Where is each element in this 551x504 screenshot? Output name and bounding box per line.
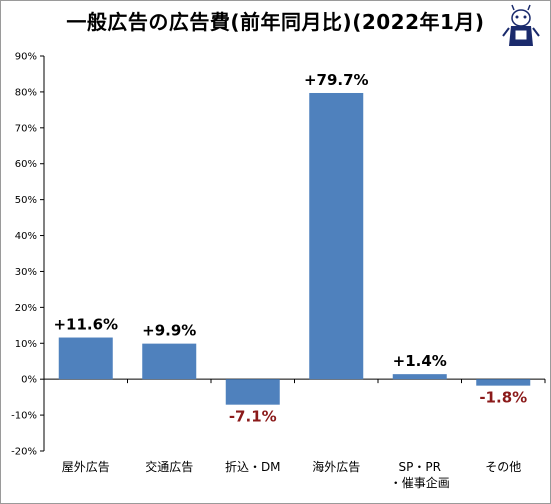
bar xyxy=(58,337,113,380)
x-category-label: 折込・DM xyxy=(225,459,281,474)
y-tick-label: 60% xyxy=(15,159,37,170)
data-label: +11.6% xyxy=(53,316,118,334)
y-tick-label: 70% xyxy=(15,123,37,134)
y-tick-label: 90% xyxy=(15,52,37,63)
data-label: +1.4% xyxy=(393,352,447,370)
y-tick-label: 0% xyxy=(21,375,37,386)
x-category-label: ・催事企画 xyxy=(390,475,450,490)
data-label: +9.9% xyxy=(142,322,196,340)
y-tick-label: -10% xyxy=(11,411,37,422)
bar xyxy=(225,379,280,405)
x-category-label: その他 xyxy=(485,460,521,474)
x-category-label: 海外広告 xyxy=(312,459,360,474)
x-category-label: 屋外広告 xyxy=(62,460,110,474)
y-tick-label: 30% xyxy=(15,267,37,278)
y-tick-label: 10% xyxy=(15,339,37,350)
y-tick-label: 40% xyxy=(15,231,37,242)
mascot-icon xyxy=(502,4,540,46)
y-tick-label: -20% xyxy=(11,447,37,458)
bar xyxy=(309,92,364,380)
x-category-label: 交通広告 xyxy=(145,459,193,474)
bar xyxy=(392,374,447,380)
data-label: -1.8% xyxy=(479,389,527,407)
y-tick-label: 50% xyxy=(15,195,37,206)
y-tick-label: 80% xyxy=(15,87,37,98)
bar xyxy=(476,379,531,386)
y-tick-label: 20% xyxy=(15,303,37,314)
data-label: -7.1% xyxy=(229,408,277,426)
data-label: +79.7% xyxy=(304,71,369,89)
x-category-label: SP・PR xyxy=(399,460,441,474)
chart-title: 一般広告の広告費(前年同月比)(2022年1月) xyxy=(66,10,485,34)
bar xyxy=(142,343,197,380)
